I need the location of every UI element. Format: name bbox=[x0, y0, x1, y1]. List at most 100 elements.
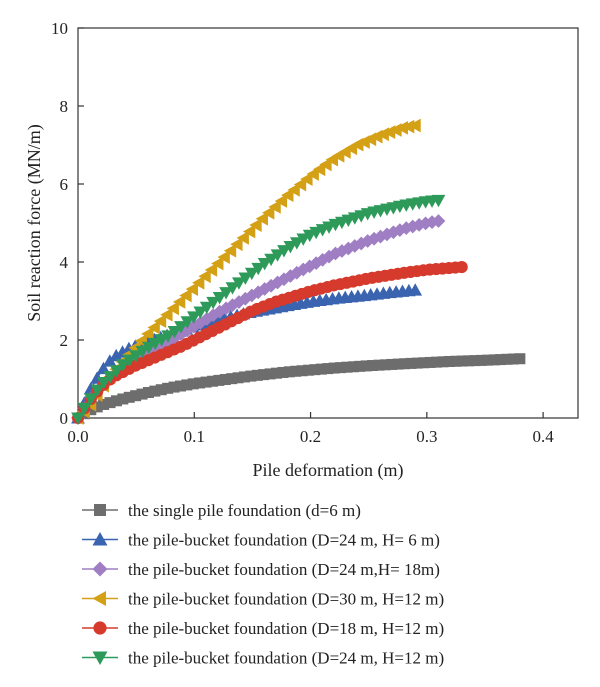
data-point bbox=[204, 263, 218, 277]
data-point bbox=[261, 205, 275, 220]
legend-item: the pile-bucket foundation (D=30 m, H=12… bbox=[82, 590, 444, 609]
y-axis-ticks: 0 2 4 6 8 10 bbox=[51, 19, 84, 428]
x-axis-title: Pile deformation (m) bbox=[253, 460, 404, 481]
data-point bbox=[130, 390, 142, 402]
data-point bbox=[271, 367, 283, 379]
data-point bbox=[103, 371, 118, 384]
data-point bbox=[153, 314, 167, 329]
data-point bbox=[135, 345, 150, 359]
data-point bbox=[160, 307, 173, 322]
data-point bbox=[392, 358, 404, 370]
data-point bbox=[501, 353, 513, 365]
data-point bbox=[185, 282, 199, 296]
data-point bbox=[300, 172, 313, 187]
data-point bbox=[431, 214, 446, 228]
data-point bbox=[238, 272, 253, 285]
data-point bbox=[90, 384, 105, 398]
data-point bbox=[290, 365, 302, 377]
data-point bbox=[219, 287, 233, 300]
legend-marker bbox=[93, 621, 107, 635]
data-point bbox=[264, 368, 276, 380]
data-point bbox=[213, 374, 225, 386]
data-point bbox=[488, 354, 500, 366]
data-point bbox=[251, 262, 266, 276]
data-point bbox=[162, 382, 174, 394]
data-point bbox=[411, 357, 423, 369]
data-point bbox=[232, 277, 246, 290]
legend-marker bbox=[92, 561, 108, 577]
data-point bbox=[212, 291, 227, 305]
data-point bbox=[141, 327, 154, 341]
data-point bbox=[174, 321, 188, 334]
data-point bbox=[91, 401, 103, 413]
data-point bbox=[244, 267, 259, 281]
data-point bbox=[395, 120, 408, 135]
data-point bbox=[179, 288, 192, 303]
legend: the single pile foundation (d=6 m) the pi… bbox=[82, 501, 444, 668]
data-point bbox=[251, 369, 263, 381]
data-point bbox=[211, 256, 224, 271]
x-tick-label: 0.1 bbox=[184, 427, 205, 446]
series-line bbox=[77, 220, 439, 419]
data-point bbox=[206, 296, 221, 310]
data-point bbox=[142, 387, 154, 399]
data-point bbox=[98, 398, 110, 410]
data-point bbox=[110, 395, 122, 407]
data-point bbox=[270, 249, 285, 262]
legend-label: the single pile foundation (d=6 m) bbox=[128, 501, 361, 520]
data-point bbox=[373, 359, 385, 371]
data-point bbox=[274, 194, 288, 208]
data-point bbox=[293, 177, 307, 192]
data-point bbox=[149, 385, 161, 397]
data-point bbox=[315, 363, 327, 375]
data-point bbox=[206, 375, 218, 387]
data-point bbox=[507, 353, 519, 365]
data-point bbox=[226, 373, 238, 385]
data-point bbox=[360, 360, 372, 372]
data-point bbox=[431, 194, 446, 208]
y-tick-label: 0 bbox=[60, 409, 69, 428]
series-3 bbox=[71, 118, 421, 425]
data-point bbox=[443, 355, 455, 367]
data-point bbox=[96, 361, 111, 375]
legend-label: the pile-bucket foundation (D=18 m, H=12… bbox=[128, 619, 444, 638]
data-point bbox=[367, 360, 379, 372]
x-tick-label: 0.4 bbox=[532, 427, 554, 446]
data-point bbox=[200, 376, 212, 388]
data-point bbox=[232, 372, 244, 384]
data-point bbox=[83, 393, 98, 406]
data-point bbox=[225, 282, 240, 295]
data-point bbox=[281, 188, 294, 203]
data-point bbox=[104, 397, 116, 409]
legend-item: the pile-bucket foundation (D=24 m, H=12… bbox=[82, 649, 444, 668]
data-point bbox=[167, 325, 182, 339]
y-tick-label: 6 bbox=[60, 175, 69, 194]
data-point bbox=[495, 354, 507, 366]
legend-marker bbox=[92, 591, 106, 606]
data-point bbox=[347, 361, 359, 373]
data-point bbox=[255, 211, 269, 226]
data-point bbox=[277, 366, 289, 378]
data-point bbox=[223, 243, 237, 258]
data-point bbox=[335, 362, 347, 374]
legend-marker bbox=[92, 532, 108, 546]
data-point bbox=[122, 354, 137, 367]
legend-item: the pile-bucket foundation (D=18 m, H=12… bbox=[82, 619, 444, 638]
data-point bbox=[405, 357, 417, 369]
y-axis-title: Soil reaction force (MN/m) bbox=[24, 124, 45, 321]
legend-label: the pile-bucket foundation (D=24 m, H=12… bbox=[128, 649, 444, 668]
data-point bbox=[236, 231, 249, 245]
data-point bbox=[77, 402, 92, 416]
data-point bbox=[482, 354, 494, 366]
legend-item: the single pile foundation (d=6 m) bbox=[82, 501, 361, 520]
data-point bbox=[238, 371, 250, 383]
data-point bbox=[245, 370, 257, 382]
x-tick-label: 0.0 bbox=[67, 427, 88, 446]
data-point bbox=[192, 275, 205, 290]
data-point bbox=[85, 404, 97, 416]
data-point bbox=[283, 366, 295, 378]
data-point bbox=[136, 388, 148, 400]
data-point bbox=[386, 358, 398, 370]
data-point bbox=[230, 237, 243, 252]
data-point bbox=[249, 218, 262, 232]
